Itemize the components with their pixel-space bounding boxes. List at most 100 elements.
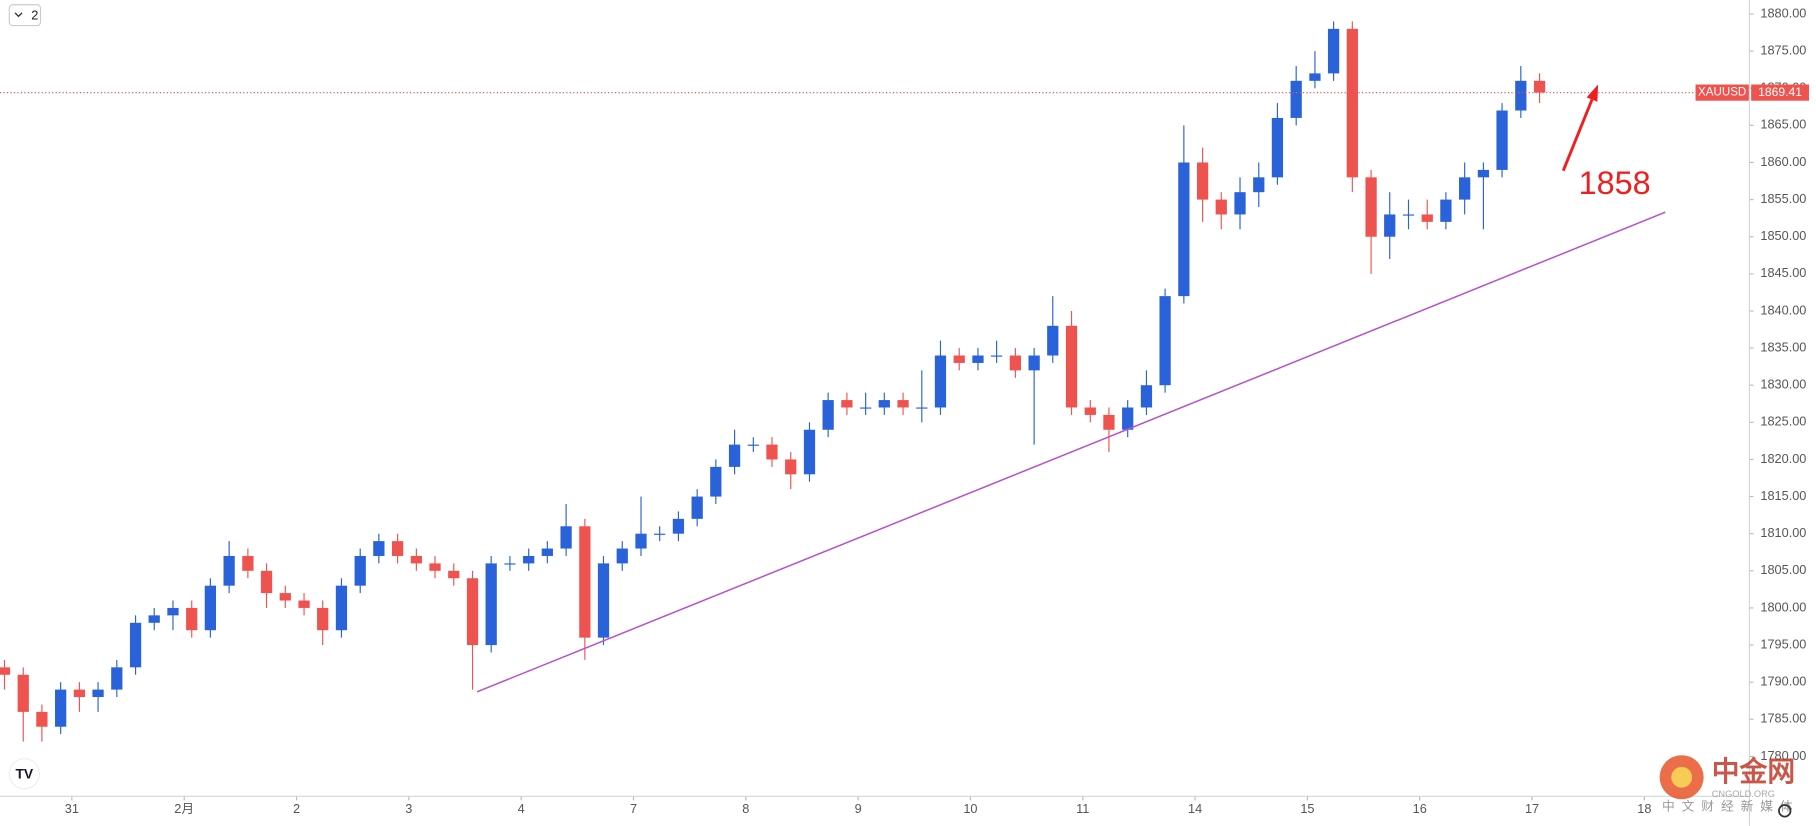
candle-body xyxy=(560,526,572,549)
candle-body xyxy=(92,689,104,698)
y-tick-label: 1815.00 xyxy=(1760,488,1806,503)
candle-body xyxy=(335,585,348,631)
candle-body xyxy=(429,563,441,571)
x-tick-label: 9 xyxy=(855,801,862,816)
price-label-bg xyxy=(1751,84,1810,101)
y-tick-label: 1845.00 xyxy=(1760,265,1806,280)
y-tick-label: 1780.00 xyxy=(1760,748,1806,763)
candle-body xyxy=(710,466,722,497)
y-tick-label: 1820.00 xyxy=(1760,451,1806,466)
y-tick-label: 1875.00 xyxy=(1760,42,1806,57)
watermark-logo-inner xyxy=(1671,766,1693,788)
x-tick-label: 11 xyxy=(1076,801,1089,816)
candle-body xyxy=(1047,325,1059,356)
x-tick-label: 4 xyxy=(518,801,525,816)
candle-body xyxy=(1009,355,1022,371)
candle-body xyxy=(1215,199,1227,215)
candle-body xyxy=(878,400,890,408)
candle-body xyxy=(354,555,366,586)
y-tick-label: 1800.00 xyxy=(1760,599,1806,614)
candle-body xyxy=(803,429,816,475)
settings-icon[interactable] xyxy=(1778,804,1792,818)
candle-body xyxy=(1253,177,1265,193)
candle-body xyxy=(616,548,628,564)
candle-body xyxy=(204,585,217,631)
svg-text:TV: TV xyxy=(15,766,33,782)
y-tick-label: 1850.00 xyxy=(1760,228,1806,243)
price-symbol: XAUUSD xyxy=(1698,87,1746,99)
candle-body xyxy=(1327,28,1340,74)
x-tick-label: 31 xyxy=(65,801,79,816)
candle-body xyxy=(466,578,479,646)
candle-body xyxy=(148,615,160,623)
price-symbol-bg xyxy=(1695,84,1749,101)
x-tick-label: 2月 xyxy=(174,801,194,816)
candle-body xyxy=(1309,73,1321,81)
candle-body xyxy=(579,526,591,638)
watermark: 中金网 CNGOLD.ORG 中文财经新媒体 xyxy=(1659,755,1795,814)
candle-body xyxy=(298,600,310,608)
axes-layer: 1880.001875.001870.001865.001860.001855.… xyxy=(65,5,1810,816)
candle-body xyxy=(691,496,703,519)
candle-body xyxy=(0,667,11,675)
annotation: 1858 xyxy=(1579,165,1651,201)
y-tick-label: 1810.00 xyxy=(1760,525,1806,540)
x-tick-label: 17 xyxy=(1525,801,1539,816)
x-tick-label: 18 xyxy=(1637,801,1651,816)
candle-body xyxy=(1515,80,1527,111)
candle-body xyxy=(242,555,254,571)
candle-body xyxy=(766,444,778,460)
candle-body xyxy=(1159,296,1171,386)
candle-body xyxy=(1065,325,1078,408)
candle-body xyxy=(1459,177,1471,200)
y-tick-label: 1860.00 xyxy=(1760,154,1806,169)
candle-body xyxy=(1196,162,1209,200)
candle-body xyxy=(55,689,67,727)
candle-body xyxy=(747,444,759,446)
candle-body xyxy=(1103,414,1115,430)
candle-body xyxy=(373,541,385,556)
candle-body xyxy=(129,622,142,668)
candle-body xyxy=(1402,214,1415,216)
interval-label: 2 xyxy=(31,8,38,23)
candle-body xyxy=(391,541,404,556)
candle-body xyxy=(1384,214,1396,237)
y-tick-label: 1825.00 xyxy=(1760,414,1806,429)
interval-badge[interactable] xyxy=(8,4,42,27)
arrow-head xyxy=(1586,84,1599,102)
tv-logo: TV xyxy=(8,758,40,790)
candle-body xyxy=(523,555,535,564)
candle-body xyxy=(279,593,291,601)
y-tick-label: 1795.00 xyxy=(1760,636,1806,651)
x-tick-label: 2 xyxy=(293,801,300,816)
watermark-title: 中金网 xyxy=(1712,756,1795,787)
candle-body xyxy=(654,533,666,535)
candle-body xyxy=(260,570,273,594)
x-tick-label: 3 xyxy=(405,801,412,816)
candle-body xyxy=(1028,355,1040,371)
y-tick-label: 1840.00 xyxy=(1760,302,1806,317)
chevron-icon xyxy=(14,12,23,18)
candle-body xyxy=(541,548,553,556)
y-tick-label: 1790.00 xyxy=(1760,674,1806,689)
candle-body xyxy=(1440,199,1452,222)
y-tick-label: 1830.00 xyxy=(1760,377,1806,392)
candle-body xyxy=(953,355,965,363)
candle-body xyxy=(635,533,647,549)
candle-body xyxy=(485,563,497,646)
arrow-shaft xyxy=(1561,99,1594,172)
candle-body xyxy=(785,459,797,475)
candle-body xyxy=(728,444,741,467)
candle-body xyxy=(1290,80,1302,118)
candle-body xyxy=(597,563,610,638)
candle-body xyxy=(1234,192,1246,215)
x-tick-label: 7 xyxy=(630,801,637,816)
candle-body xyxy=(1271,117,1284,178)
candle-body xyxy=(990,355,1003,357)
candle-body xyxy=(410,555,422,564)
candle-body xyxy=(36,711,48,727)
candle-body xyxy=(1421,214,1433,222)
watermark-subtitle: CNGOLD.ORG xyxy=(1712,789,1775,799)
candle-body xyxy=(672,518,685,534)
